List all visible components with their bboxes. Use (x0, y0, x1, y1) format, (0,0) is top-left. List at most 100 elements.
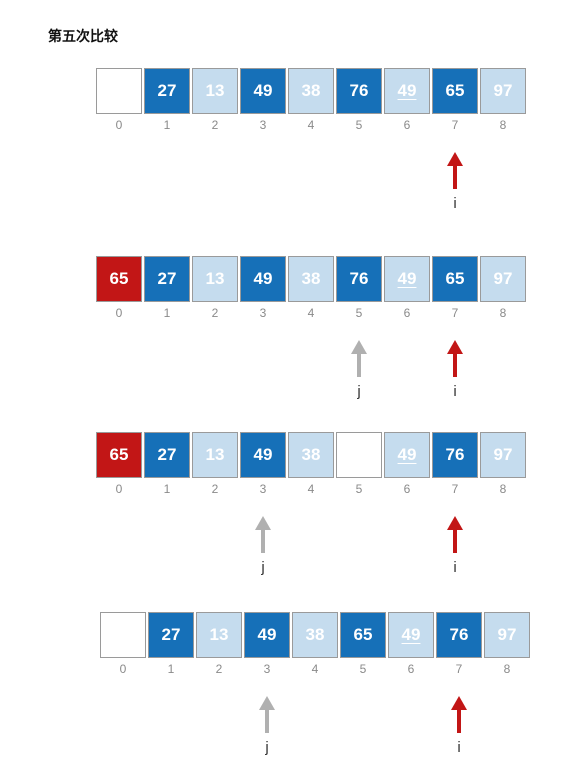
cell-value: 97 (493, 445, 513, 464)
pointer-arrow-icon (447, 516, 463, 553)
cell-value: 13 (209, 625, 229, 644)
index-label: 2 (211, 118, 219, 132)
index-label: 4 (307, 118, 315, 132)
index-label: 4 (311, 662, 319, 676)
index-label: 8 (499, 306, 507, 320)
page-title: 第五次比较 (48, 29, 118, 45)
array-cell: 38 (288, 256, 334, 302)
array-cell: 97 (484, 612, 530, 658)
cell-value: 97 (493, 269, 513, 288)
pointer-label: i (453, 195, 457, 212)
array-cell: 49 (384, 432, 430, 478)
index-label: 5 (355, 306, 363, 320)
index-label: 8 (499, 482, 507, 496)
cell-value: 97 (493, 81, 513, 100)
index-label: 3 (259, 482, 267, 496)
index-label: 5 (355, 118, 363, 132)
cell-value: 38 (301, 269, 321, 288)
pointer-label: i (457, 739, 461, 756)
array-cell: 49 (244, 612, 290, 658)
index-label: 6 (403, 482, 411, 496)
index-label: 7 (451, 306, 459, 320)
pointer-label: i (453, 559, 457, 576)
array-cell: 13 (192, 256, 238, 302)
index-label: 1 (163, 118, 171, 132)
index-label: 1 (163, 306, 171, 320)
array-cell (100, 612, 146, 658)
index-label: 4 (307, 306, 315, 320)
cell-value: 49 (401, 625, 421, 644)
pointer-label: i (453, 383, 457, 400)
cell-value: 76 (449, 625, 469, 644)
cell-value: 65 (445, 81, 465, 100)
pointer-arrow-icon (447, 152, 463, 189)
array-cell: 65 (432, 68, 478, 114)
cell-value: 76 (349, 81, 369, 100)
array-cell: 38 (292, 612, 338, 658)
array-cell: 76 (432, 432, 478, 478)
array-cell: 49 (240, 432, 286, 478)
index-label: 0 (115, 482, 123, 496)
pointer-label: j (261, 559, 265, 576)
cell-value: 49 (397, 269, 417, 288)
pointer-arrow-icon (451, 696, 467, 733)
cell-value: 49 (397, 81, 417, 100)
array-cell: 27 (144, 256, 190, 302)
cell-value: 49 (397, 445, 417, 464)
index-label: 4 (307, 482, 315, 496)
index-label: 8 (503, 662, 511, 676)
cell-value: 76 (349, 269, 369, 288)
array-cells: 65 27 13 49 38 49 76 97 (96, 432, 528, 478)
index-label: 5 (355, 482, 363, 496)
index-label: 3 (263, 662, 271, 676)
index-label: 3 (259, 118, 267, 132)
array-cell: 49 (384, 256, 430, 302)
cell-value: 49 (253, 269, 273, 288)
index-label: 2 (215, 662, 223, 676)
array-cell: 13 (196, 612, 242, 658)
cell-value: 13 (205, 269, 225, 288)
array-cells: 65 27 13 49 38 76 49 65 97 (96, 256, 528, 302)
index-label: 7 (451, 118, 459, 132)
array-cell: 38 (288, 68, 334, 114)
cell-value: 27 (157, 445, 177, 464)
index-label: 0 (119, 662, 127, 676)
cell-value: 65 (109, 445, 129, 464)
array-cell: 97 (480, 256, 526, 302)
cell-value: 49 (257, 625, 277, 644)
cell-value: 38 (305, 625, 325, 644)
index-label: 1 (167, 662, 175, 676)
array-cell: 65 (432, 256, 478, 302)
array-cell: 27 (144, 68, 190, 114)
array-cell (96, 68, 142, 114)
index-label: 3 (259, 306, 267, 320)
pointer-arrow-icon (259, 696, 275, 733)
array-cells: 27 13 49 38 65 49 76 97 (100, 612, 532, 658)
cell-value: 27 (157, 269, 177, 288)
array-cell: 49 (388, 612, 434, 658)
cell-value: 27 (161, 625, 181, 644)
array-cell: 76 (336, 256, 382, 302)
cell-value: 38 (301, 81, 321, 100)
array-cell: 13 (192, 68, 238, 114)
array-cell: 49 (240, 256, 286, 302)
index-label: 2 (211, 306, 219, 320)
index-label: 0 (115, 306, 123, 320)
cell-value: 97 (497, 625, 517, 644)
array-cell: 13 (192, 432, 238, 478)
cell-value: 13 (205, 81, 225, 100)
index-label: 8 (499, 118, 507, 132)
array-cell: 97 (480, 68, 526, 114)
array-cell: 38 (288, 432, 334, 478)
cell-value: 38 (301, 445, 321, 464)
cell-value: 65 (445, 269, 465, 288)
array-cell: 76 (336, 68, 382, 114)
index-label: 1 (163, 482, 171, 496)
pointer-arrow-icon (447, 340, 463, 377)
cell-value: 49 (253, 445, 273, 464)
array-cells: 27 13 49 38 76 49 65 97 (96, 68, 528, 114)
array-cell (336, 432, 382, 478)
index-label: 6 (403, 118, 411, 132)
cell-value: 49 (253, 81, 273, 100)
index-label: 7 (455, 662, 463, 676)
